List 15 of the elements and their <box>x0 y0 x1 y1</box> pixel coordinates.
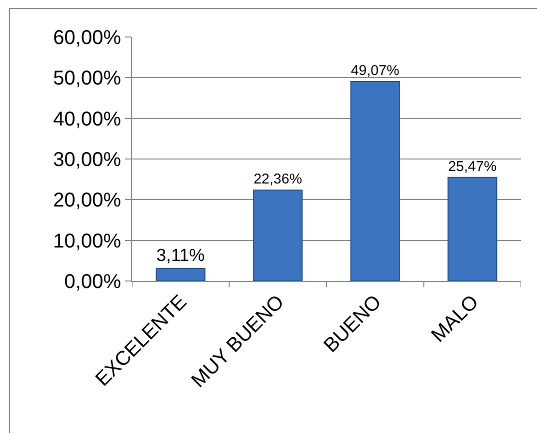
data-label: 22,36% <box>254 171 302 188</box>
y-tick-label: 30,00% <box>53 149 122 171</box>
y-tick-label: 20,00% <box>53 190 122 212</box>
bar <box>448 176 498 281</box>
bar <box>253 190 303 281</box>
y-tick-label: 50,00% <box>53 68 122 90</box>
y-tick-label: 0,00% <box>64 271 122 293</box>
bar <box>156 268 206 281</box>
y-tick-label: 40,00% <box>53 108 122 130</box>
y-tick-label: 10,00% <box>53 230 122 252</box>
bar <box>350 80 400 281</box>
y-tick-label: 60,00% <box>53 27 122 49</box>
data-label: 49,07% <box>350 62 400 79</box>
data-label: 3,11% <box>156 244 205 265</box>
data-label: 25,47% <box>448 158 497 175</box>
